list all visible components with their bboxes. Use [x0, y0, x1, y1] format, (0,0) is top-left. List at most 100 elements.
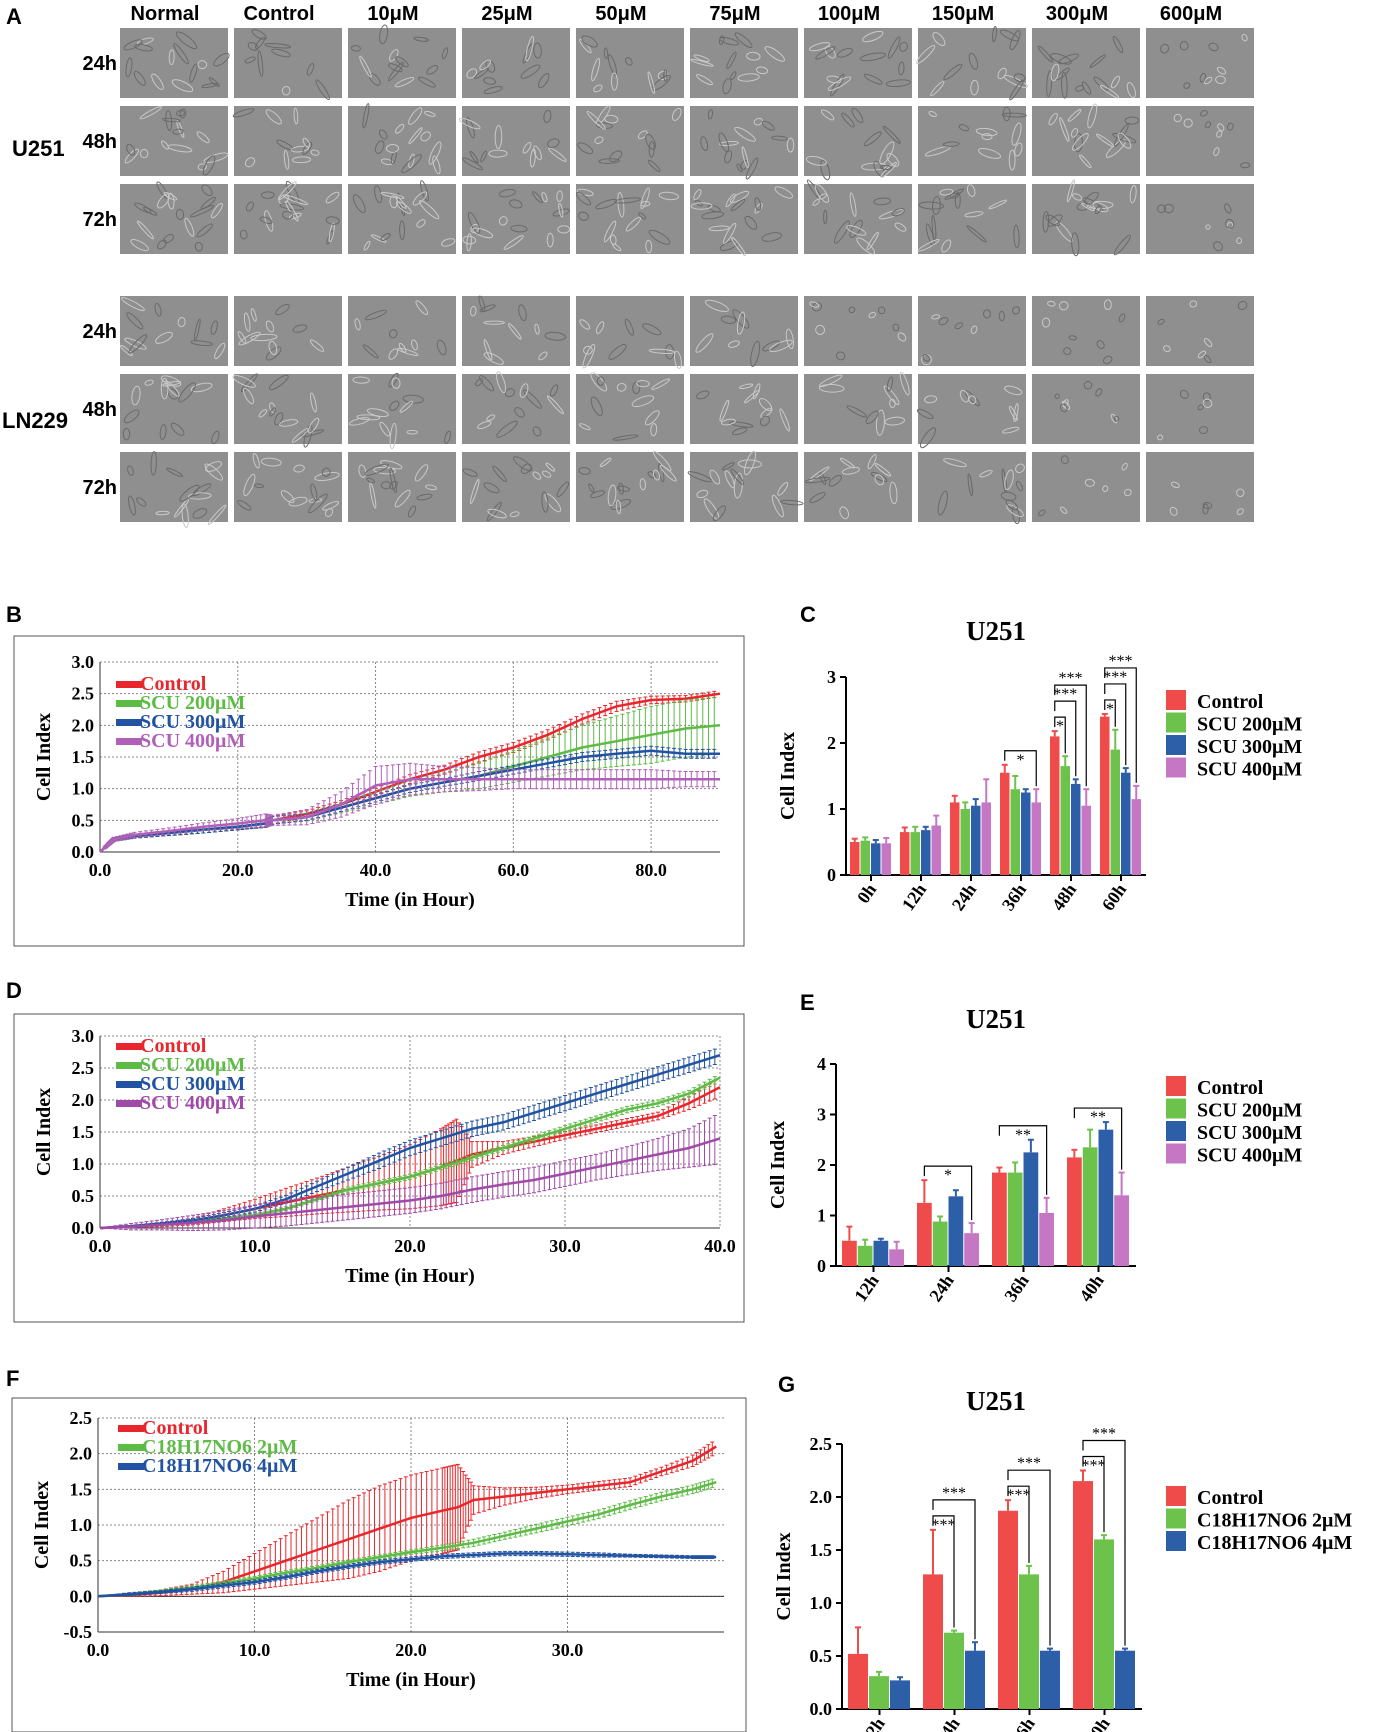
cell-shape — [1083, 380, 1093, 390]
cell-shape — [809, 492, 826, 504]
panel-letter: C — [800, 602, 816, 627]
micrograph-tile — [804, 452, 912, 522]
bar — [917, 1202, 932, 1266]
time-row-label: 72h — [83, 477, 117, 499]
cell-shape — [1054, 393, 1060, 400]
cell-shape — [171, 79, 194, 93]
cell-shape — [244, 56, 256, 64]
legend-swatch — [1166, 735, 1186, 755]
cell-shape — [462, 157, 484, 171]
cell-shape — [420, 180, 429, 202]
cell-shape — [760, 407, 773, 418]
cell-shape — [380, 232, 391, 241]
micrograph-tile — [804, 28, 912, 98]
bracket-line — [998, 1125, 1048, 1195]
cell-shape — [175, 208, 185, 221]
cell-shape — [1113, 234, 1131, 256]
cell-shape — [851, 107, 864, 124]
bracket-line — [1104, 699, 1116, 727]
cell-shape — [411, 339, 418, 351]
micrograph-tile — [348, 28, 456, 98]
cell-shape — [197, 163, 207, 171]
cell-shape — [362, 103, 370, 129]
bar — [921, 830, 931, 875]
legend-swatch — [118, 1425, 144, 1432]
cell-shape — [388, 63, 403, 73]
cell-shape — [120, 344, 133, 357]
cell-shape — [737, 73, 760, 82]
cell-shape — [160, 375, 182, 387]
cell-shape — [1208, 42, 1219, 52]
cell-shape — [1112, 35, 1124, 53]
series-line — [97, 1481, 717, 1598]
panel-letter: B — [6, 602, 22, 627]
cell-shape — [188, 492, 212, 500]
cell-shape — [582, 343, 596, 369]
cell-shape — [128, 334, 148, 354]
bar — [971, 805, 981, 875]
cell-shape — [696, 390, 710, 400]
bar — [948, 1196, 964, 1266]
cell-shape — [232, 375, 256, 388]
y-tick-label: 0 — [817, 1256, 826, 1276]
cell-shape — [615, 499, 622, 515]
cell-shape — [889, 481, 898, 505]
cell-shape — [898, 61, 905, 76]
legend-label: SCU 400μM — [1197, 1145, 1302, 1167]
cell-shape — [389, 480, 398, 490]
cell-shape — [724, 470, 735, 489]
y-axis-label: Cell Index — [31, 1481, 53, 1569]
x-tick-label: 36h — [1000, 1271, 1032, 1305]
cell-shape — [279, 419, 299, 427]
cell-shape — [1011, 122, 1022, 146]
cell-shape — [420, 131, 431, 142]
cell-shape — [265, 320, 275, 333]
x-tick-label: 0h — [853, 880, 880, 907]
cell-shape — [1236, 508, 1244, 516]
cell-shape — [753, 117, 763, 126]
cell-shape — [744, 450, 757, 476]
cell-shape — [650, 422, 658, 437]
cell-shape — [693, 54, 710, 62]
cell-shape — [588, 483, 595, 493]
cell-shape — [954, 192, 961, 209]
cell-shape — [257, 50, 264, 77]
bracket-line — [1054, 684, 1087, 787]
cell-shape — [841, 112, 855, 128]
micrograph-tile — [348, 106, 456, 176]
cell-shape — [412, 191, 428, 206]
cell-shape — [281, 85, 291, 96]
cell-shape — [1216, 66, 1227, 75]
cell-shape — [1037, 45, 1054, 63]
x-tick-label: 40h — [1075, 1271, 1107, 1305]
cell-shape — [426, 65, 439, 75]
cell-shape — [1105, 139, 1126, 158]
cell-shape — [1084, 191, 1099, 205]
cell-shape — [1157, 318, 1165, 326]
micrograph-tile — [120, 106, 228, 176]
cell-shape — [725, 193, 736, 208]
cell-shape — [546, 395, 564, 415]
column-header: 50μM — [595, 3, 646, 25]
cell-shape — [820, 109, 835, 121]
cell-shape — [730, 468, 745, 485]
cell-shape — [856, 237, 876, 255]
cell-shape — [700, 136, 709, 151]
cell-shape — [1094, 205, 1102, 214]
cell-shape — [578, 423, 591, 431]
bar — [1100, 716, 1110, 875]
cell-shape — [202, 155, 216, 176]
micrograph-tile — [690, 28, 798, 98]
time-row-label: 24h — [83, 53, 117, 75]
legend-swatch — [116, 1043, 142, 1050]
cell-shape — [425, 484, 437, 491]
cell-shape — [877, 306, 886, 315]
cell-shape — [617, 191, 625, 218]
cell-shape — [777, 481, 789, 496]
cell-shape — [552, 208, 570, 217]
cell-shape — [1070, 128, 1079, 138]
cell-shape — [268, 340, 278, 356]
cell-shape — [939, 188, 954, 196]
bar — [931, 825, 941, 875]
cell-shape — [125, 57, 133, 78]
